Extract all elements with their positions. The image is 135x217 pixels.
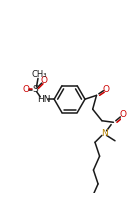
Text: O: O <box>22 85 29 94</box>
Text: S: S <box>32 85 38 94</box>
Text: O: O <box>41 76 48 85</box>
Text: N: N <box>101 128 108 138</box>
Text: O: O <box>102 85 109 94</box>
Text: CH₃: CH₃ <box>32 70 47 79</box>
Text: O: O <box>119 110 126 119</box>
Text: HN: HN <box>37 95 51 104</box>
